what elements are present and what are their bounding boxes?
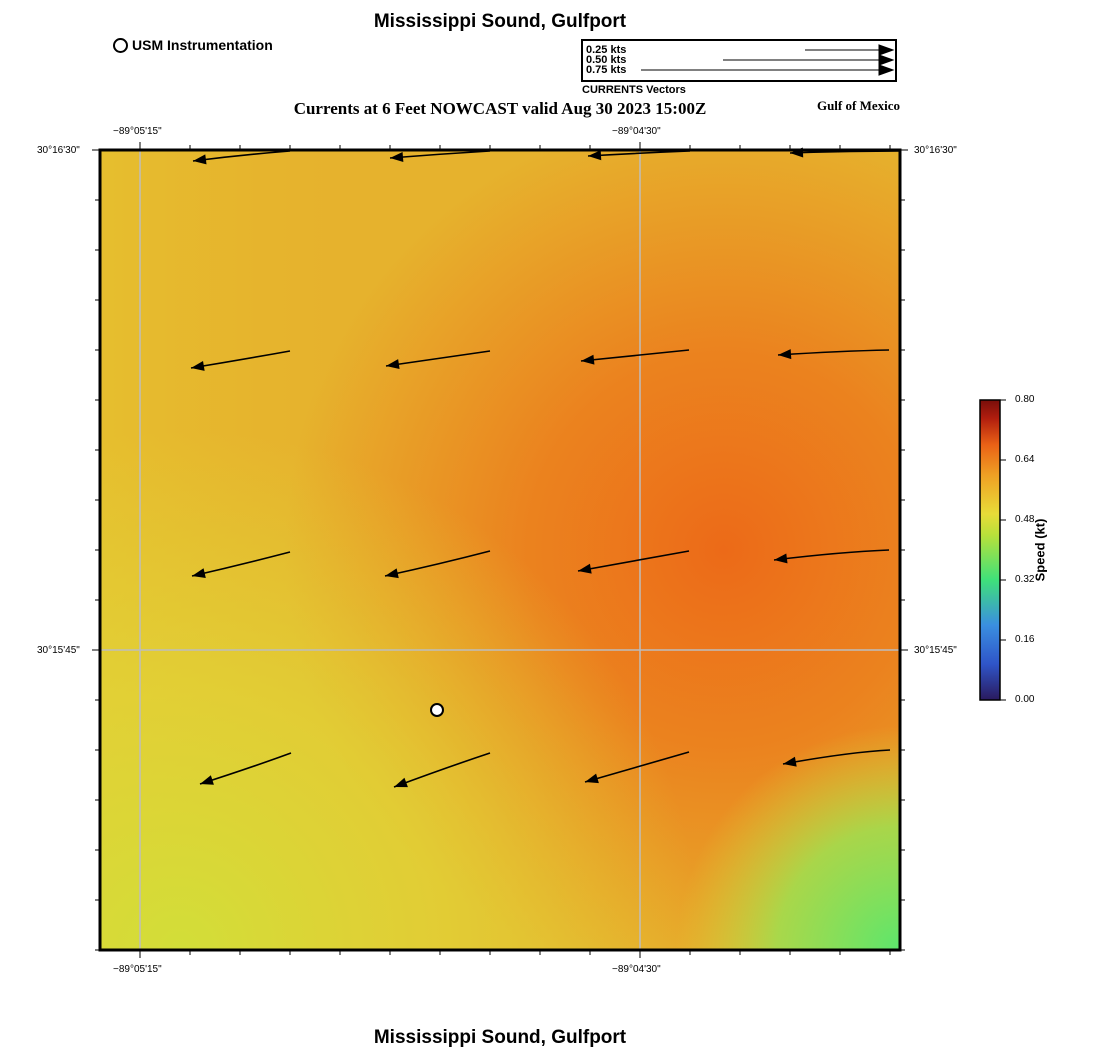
vector-legend-entry: 0.75 kts [586,64,627,76]
current-vector-head-icon [200,775,214,785]
station-legend-icon [113,37,128,53]
current-vector-head-icon [390,151,404,162]
current-vector-head-icon [385,568,399,579]
current-vector-head-icon [783,756,797,767]
colorbar-tick-label: 0.64 [1015,454,1035,465]
current-vector-shaft [577,550,690,572]
colorbar-tick-label: 0.80 [1015,394,1035,405]
lon-tick-top-right: −89°04'30" [612,126,661,137]
region-label: Gulf of Mexico [816,98,900,113]
current-vector-head-icon [386,359,400,370]
vector-legend-arrows [641,44,895,76]
colorbar-tick-label: 0.48 [1015,514,1035,525]
colorbar-tick-label: 0.32 [1015,574,1035,585]
lon-tick-bottom-right: −89°04'30" [612,964,661,975]
lon-tick-bottom-left: −89°05'15" [113,964,162,975]
current-vector-head-icon [578,563,592,574]
station-legend-label: USM Instrumentation [132,37,273,53]
current-vector-head-icon [778,349,792,360]
footer-title: Mississippi Sound, Gulfport [373,1027,627,1048]
lon-tick-top-left: −89°05'15" [113,126,162,137]
colorbar-title: Speed (kt) [1032,518,1048,582]
speed-field [100,150,900,950]
current-vectors [190,147,901,788]
station-legend: USM Instrumentation [113,37,273,53]
map-title: Mississippi Sound, Gulfport [373,11,627,32]
current-vector-head-icon [191,360,205,371]
vector-legend-entry: 0.25 kts [586,44,627,56]
vector-legend-entry: 0.50 kts [586,54,627,66]
current-vector-head-icon [588,150,602,161]
frame-ticks [92,142,908,958]
current-vector-shaft [777,349,890,356]
vector-legend-caption: CURRENTS Vectors [582,84,686,96]
current-vector-head-icon [193,154,207,165]
colorbar-tick-label: 0.00 [1015,694,1035,705]
colorbar [979,399,1001,701]
current-vector-shaft [773,549,890,561]
map-subtitle: Currents at 6 Feet NOWCAST valid Aug 30 … [293,99,707,118]
gridlines [100,150,900,950]
lat-tick-left-top: 30°16'30" [37,145,80,156]
current-vector-head-icon [394,777,408,788]
current-vector-head-icon [774,553,788,564]
lat-tick-left-bottom: 30°15'45" [37,645,80,656]
lat-tick-right-bottom: 30°15'45" [914,645,957,656]
current-vector-head-icon [585,773,599,784]
current-vector-head-icon [581,354,595,365]
colorbar-ticks [1000,399,1006,701]
current-vector-head-icon [192,568,206,578]
usm-station-marker[interactable] [430,703,444,717]
current-vector-head-icon [790,147,804,158]
vector-legend-box: 0.25 kts 0.50 kts 0.75 kts [581,39,897,82]
current-vector-shaft [782,749,891,765]
lat-tick-right-top: 30°16'30" [914,145,957,156]
colorbar-tick-label: 0.16 [1015,634,1035,645]
